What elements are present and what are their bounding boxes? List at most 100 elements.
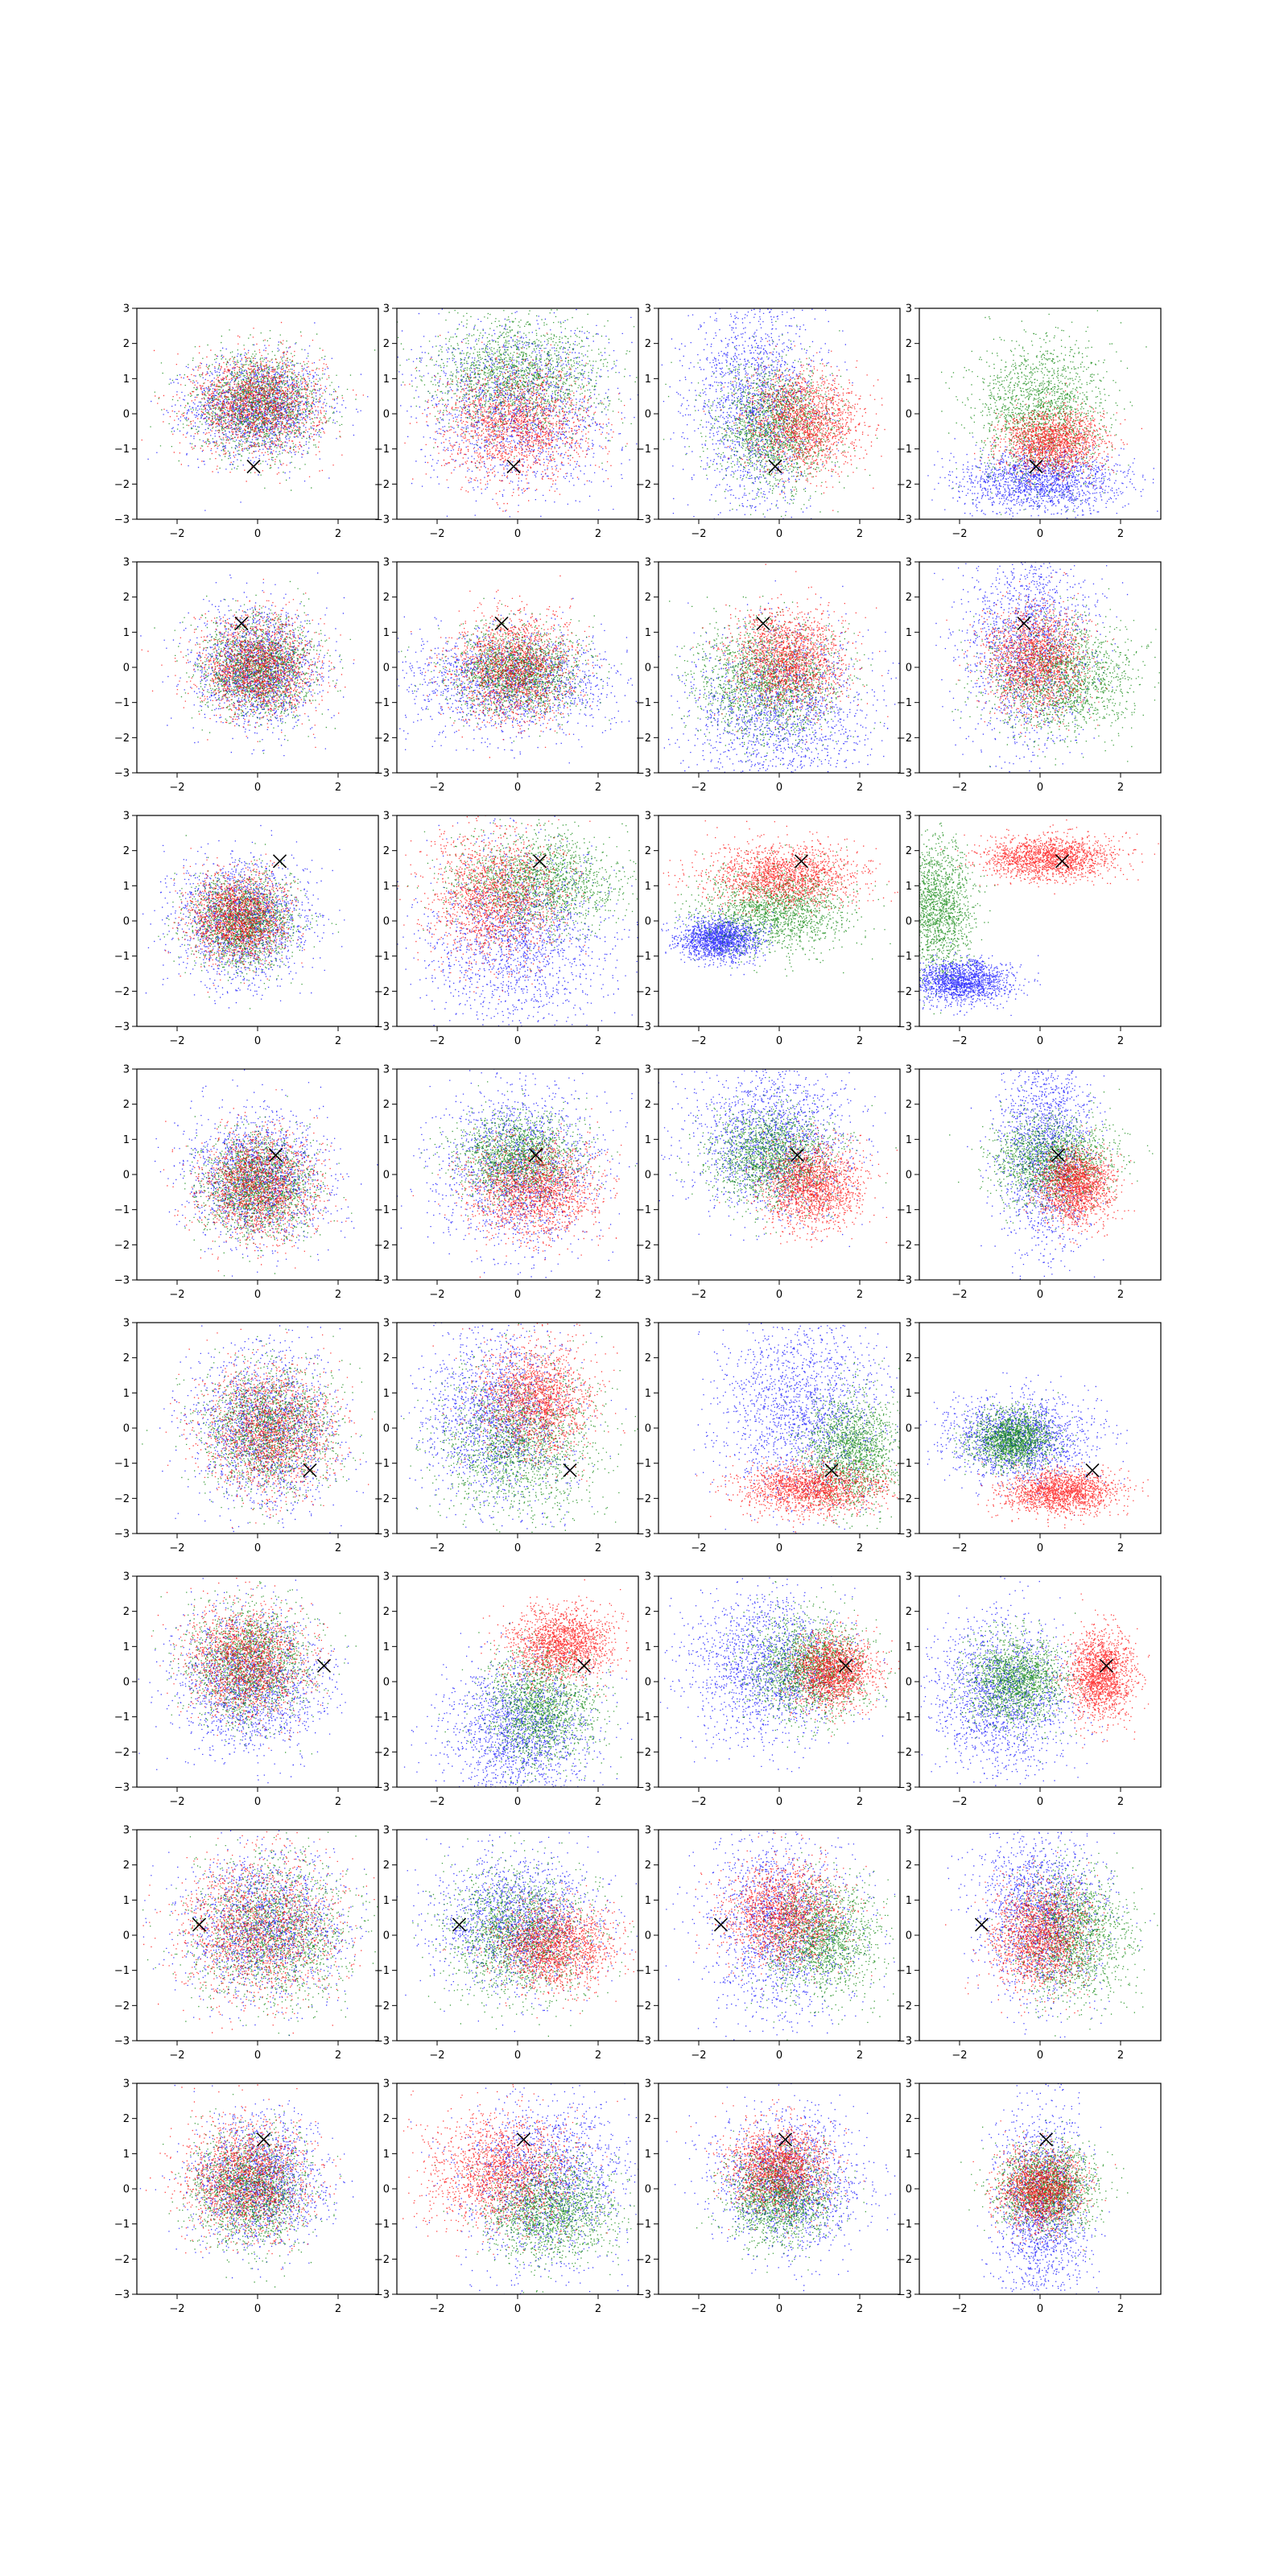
y-tick-label: −1: [636, 1204, 651, 1216]
x-tick-label: −2: [169, 528, 184, 540]
y-tick-label: −2: [114, 1747, 130, 1759]
y-tick-label: 3: [906, 2079, 912, 2091]
y-tick-label: −1: [374, 1204, 390, 1216]
y-tick-label: 2: [383, 845, 390, 857]
x-tick-label: −2: [952, 1289, 967, 1301]
y-tick-label: −3: [374, 1529, 390, 1541]
y-tick-label: −1: [897, 2219, 912, 2231]
y-tick-label: 0: [906, 409, 912, 421]
y-tick-label: −1: [636, 2219, 651, 2231]
x-tick-label: 2: [857, 782, 863, 794]
y-tick-label: 3: [645, 811, 651, 823]
y-tick-label: −2: [374, 1747, 390, 1759]
y-tick-label: 2: [383, 1606, 390, 1618]
y-tick-label: 2: [906, 845, 912, 857]
y-tick-label: 2: [906, 592, 912, 604]
y-tick-label: 1: [123, 1641, 130, 1653]
y-tick-label: 2: [645, 592, 651, 604]
x-tick-label: 0: [776, 1289, 782, 1301]
x-tick-label: 2: [1117, 782, 1124, 794]
y-tick-label: 2: [123, 845, 130, 857]
y-tick-label: −3: [114, 2289, 130, 2301]
y-tick-label: 2: [383, 2113, 390, 2125]
y-tick-label: 3: [645, 1825, 651, 1837]
y-tick-label: 3: [123, 557, 130, 569]
y-tick-label: 0: [123, 2184, 130, 2196]
y-tick-label: 1: [123, 374, 130, 386]
y-tick-label: 3: [123, 1825, 130, 1837]
y-tick-label: −2: [897, 2000, 912, 2013]
y-tick-label: −2: [897, 986, 912, 998]
x-tick-label: 0: [1037, 528, 1043, 540]
y-tick-label: 1: [645, 374, 651, 386]
y-tick-label: −3: [114, 768, 130, 780]
x-tick-label: 0: [254, 1542, 261, 1554]
y-tick-label: −1: [374, 2219, 390, 2231]
y-tick-label: −1: [374, 697, 390, 709]
x-tick-label: −2: [169, 782, 184, 794]
y-tick-label: 3: [383, 811, 390, 823]
y-tick-label: 2: [645, 2113, 651, 2125]
y-tick-label: 1: [383, 1895, 390, 1907]
x-tick-label: 2: [595, 528, 601, 540]
x-tick-label: 0: [254, 1796, 261, 1808]
y-tick-label: −1: [897, 1204, 912, 1216]
x-tick-label: 2: [1117, 528, 1124, 540]
y-tick-label: 0: [645, 1170, 651, 1182]
y-tick-label: −1: [636, 951, 651, 963]
x-tick-label: 2: [1117, 2303, 1124, 2315]
y-tick-label: −2: [636, 986, 651, 998]
y-tick-label: −1: [374, 1711, 390, 1724]
y-tick-label: 3: [383, 303, 390, 316]
x-tick-label: −2: [429, 2050, 444, 2062]
y-tick-label: −2: [374, 733, 390, 745]
x-tick-label: 2: [335, 1542, 341, 1554]
x-tick-label: 2: [857, 1542, 863, 1554]
x-tick-label: 2: [335, 782, 341, 794]
x-tick-label: 2: [1117, 1035, 1124, 1047]
y-tick-label: −1: [114, 2219, 130, 2231]
y-tick-label: 0: [383, 409, 390, 421]
y-tick-label: 2: [906, 338, 912, 350]
y-tick-label: −1: [114, 1458, 130, 1470]
x-tick-label: −2: [429, 1289, 444, 1301]
x-tick-label: 2: [595, 1035, 601, 1047]
y-tick-label: −2: [897, 2254, 912, 2266]
y-tick-label: 2: [383, 592, 390, 604]
y-tick-label: −1: [636, 1711, 651, 1724]
y-tick-label: −3: [114, 1275, 130, 1287]
y-tick-label: 3: [123, 2079, 130, 2091]
y-tick-label: 0: [383, 916, 390, 928]
y-tick-label: −1: [114, 1965, 130, 1977]
y-tick-label: 1: [906, 881, 912, 893]
y-tick-label: 1: [123, 881, 130, 893]
x-tick-label: 0: [776, 1796, 782, 1808]
y-tick-label: −3: [374, 1782, 390, 1794]
y-tick-label: 1: [383, 374, 390, 386]
x-tick-label: 0: [254, 782, 261, 794]
x-tick-label: 0: [776, 1542, 782, 1554]
x-tick-label: 0: [514, 782, 521, 794]
y-tick-label: 0: [645, 1677, 651, 1689]
y-tick-label: −3: [114, 1529, 130, 1541]
y-tick-label: −1: [897, 1965, 912, 1977]
y-tick-label: 3: [383, 1318, 390, 1330]
y-tick-label: 2: [645, 1860, 651, 1872]
x-tick-label: −2: [169, 2303, 184, 2315]
y-tick-label: 0: [645, 2184, 651, 2196]
y-tick-label: 2: [906, 2113, 912, 2125]
y-tick-label: 3: [383, 2079, 390, 2091]
y-tick-label: 1: [383, 881, 390, 893]
x-tick-label: 2: [857, 1035, 863, 1047]
y-tick-label: −3: [897, 2036, 912, 2048]
y-tick-label: 0: [123, 663, 130, 675]
x-tick-label: −2: [952, 2303, 967, 2315]
x-tick-label: 2: [1117, 2050, 1124, 2062]
y-tick-label: 2: [123, 2113, 130, 2125]
